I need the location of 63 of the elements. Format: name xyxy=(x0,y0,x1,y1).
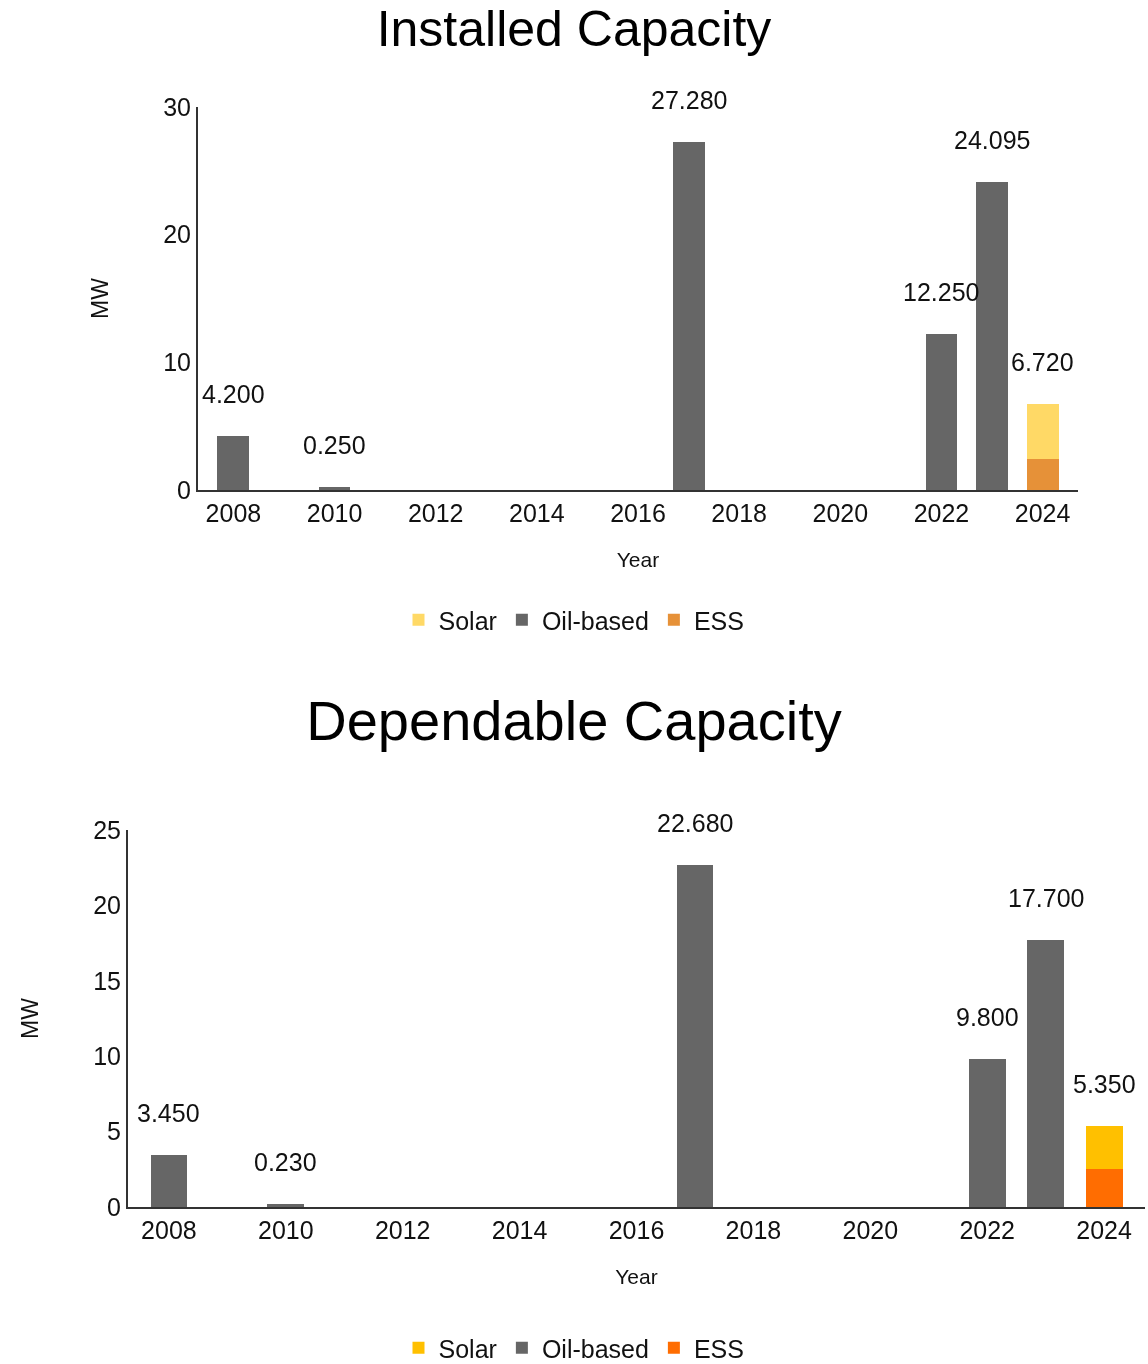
bar xyxy=(1026,459,1059,490)
y-axis-title: MW xyxy=(17,997,44,1039)
bar xyxy=(968,1059,1006,1207)
bar xyxy=(1027,940,1065,1207)
x-tick-label: 2016 xyxy=(610,499,666,527)
y-tick-label: 15 xyxy=(93,966,121,995)
bar xyxy=(217,436,250,490)
bar xyxy=(1085,1126,1123,1170)
bar xyxy=(672,141,705,490)
y-tick-label: 0 xyxy=(177,475,191,504)
y-tick-label: 10 xyxy=(93,1041,121,1070)
x-tick-label: 2024 xyxy=(1076,1216,1132,1244)
x-tick-label: 2014 xyxy=(491,1216,548,1244)
bar xyxy=(676,864,714,1207)
total-label: 0.250 xyxy=(303,431,366,459)
legend-label: ESS xyxy=(693,1334,744,1363)
y-tick-label: 20 xyxy=(163,220,191,249)
legend-label: ESS xyxy=(693,606,744,635)
x-tick-label: 2012 xyxy=(407,499,464,527)
bar xyxy=(1085,1169,1123,1207)
x-tick-label: 2020 xyxy=(812,499,869,527)
y-tick-label: 10 xyxy=(163,348,191,377)
bar xyxy=(150,1154,188,1207)
total-label: 6.720 xyxy=(1011,348,1074,376)
x-tick-label: 2020 xyxy=(842,1216,899,1244)
total-label: 24.095 xyxy=(954,126,1031,154)
total-label: 22.680 xyxy=(657,809,734,837)
y-tick-label: 25 xyxy=(93,815,121,844)
bar xyxy=(1026,404,1059,460)
y-tick-label: 5 xyxy=(107,1117,121,1146)
y-tick-label: 0 xyxy=(107,1192,121,1221)
x-tick-label: 2010 xyxy=(306,499,363,527)
x-tick-label: 2018 xyxy=(711,499,767,527)
x-tick-label: 2012 xyxy=(374,1216,431,1244)
bar xyxy=(925,333,958,490)
x-tick-label: 2022 xyxy=(913,499,970,527)
x-tick-label: 2018 xyxy=(725,1216,782,1244)
chart-title: Installed Capacity xyxy=(376,0,772,57)
total-label: 27.280 xyxy=(651,86,728,114)
total-label: 9.800 xyxy=(956,1003,1019,1031)
bar xyxy=(318,486,351,490)
x-tick-label: 2014 xyxy=(509,499,565,527)
x-tick-label: 2024 xyxy=(1014,499,1071,527)
legend-label: Oil-based xyxy=(541,1334,649,1363)
total-label: 4.200 xyxy=(202,380,265,408)
legend-label: Solar xyxy=(438,1334,497,1363)
total-label: 3.450 xyxy=(137,1099,200,1127)
total-label: 5.350 xyxy=(1073,1070,1136,1098)
total-label: 17.700 xyxy=(1008,884,1085,912)
legend-label: Oil-based xyxy=(541,606,649,635)
chart-title: Dependable Capacity xyxy=(306,688,842,752)
x-tick-label: 2010 xyxy=(258,1216,314,1244)
total-label: 0.230 xyxy=(254,1148,317,1176)
y-axis-title: MW xyxy=(87,277,114,319)
x-tick-label: 2022 xyxy=(959,1216,1015,1244)
x-tick-label: 2008 xyxy=(205,499,262,527)
legend-label: Solar xyxy=(438,606,497,635)
y-tick-label: 30 xyxy=(163,92,191,121)
x-tick-label: 2008 xyxy=(141,1216,197,1244)
x-axis-title: Year xyxy=(615,1264,658,1288)
x-tick-label: 2016 xyxy=(608,1216,665,1244)
y-tick-label: 20 xyxy=(93,891,121,920)
x-axis-title: Year xyxy=(616,547,660,571)
